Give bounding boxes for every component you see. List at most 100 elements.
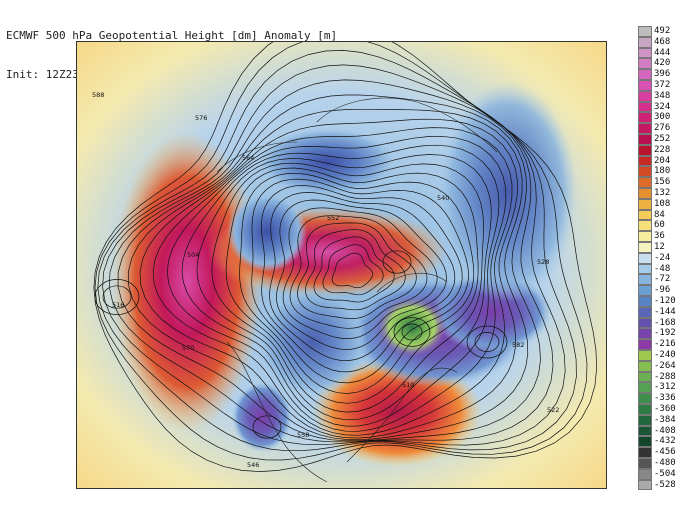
colorbar-label: -528 <box>654 479 676 490</box>
colorbar-swatch <box>638 296 652 307</box>
closed-contour <box>466 325 508 359</box>
colorbar-swatch <box>638 339 652 350</box>
contour-label: 546 <box>247 461 259 469</box>
colorbar-swatch <box>638 404 652 415</box>
colorbar-label: 420 <box>654 58 671 69</box>
colorbar-swatch <box>638 317 652 329</box>
height-contour <box>297 222 417 319</box>
contour-label: 510 <box>402 381 414 389</box>
colorbar-swatch <box>638 112 652 124</box>
contour-label: 528 <box>537 258 549 266</box>
contour-label: 552 <box>327 214 339 222</box>
colorbar-label: -336 <box>654 393 676 404</box>
geopotential-map: 5885765645525405285165705825585465345225… <box>76 41 607 489</box>
colorbar-swatch <box>638 263 652 275</box>
contour-label: 522 <box>547 406 559 414</box>
colorbar-swatch <box>638 414 652 426</box>
colorbar-label: 228 <box>654 144 671 155</box>
colorbar-label: 348 <box>654 90 671 101</box>
colorbar-swatch <box>638 123 652 134</box>
height-contour <box>166 135 507 432</box>
coastline-5 <box>376 272 448 293</box>
colorbar-label: -96 <box>654 285 671 296</box>
colorbar-swatch <box>638 58 652 70</box>
colorbar-label: 12 <box>654 242 665 252</box>
colorbar-swatch <box>638 328 652 340</box>
anomaly-field <box>112 82 577 467</box>
colorbar-label: -504 <box>654 468 676 479</box>
colorbar-label: 252 <box>654 134 671 144</box>
height-contour <box>305 229 406 311</box>
colorbar-label: 156 <box>654 177 671 188</box>
colorbar-label: 84 <box>654 209 665 220</box>
height-contour <box>261 185 463 373</box>
contour-label: 558 <box>297 431 309 439</box>
colorbar-label: -288 <box>654 371 676 382</box>
height-contour <box>102 64 566 446</box>
colorbar-swatch <box>638 252 652 264</box>
contour-label: 588 <box>92 91 104 99</box>
closed-contour <box>102 285 132 309</box>
negative-anomaly-1 <box>227 192 307 272</box>
height-contour <box>239 172 475 394</box>
coastline-4 <box>216 141 298 173</box>
colorbar-label: -168 <box>654 317 676 328</box>
colorbar-label: -408 <box>654 425 676 436</box>
colorbar-swatch <box>638 134 652 145</box>
colorbar-swatch <box>638 458 652 469</box>
colorbar-label: -48 <box>654 263 671 274</box>
height-contour <box>117 94 541 442</box>
negative-anomaly-center <box>257 287 367 397</box>
colorbar-swatch <box>638 242 652 253</box>
colorbar-label: -480 <box>654 458 676 468</box>
closed-contour <box>401 323 423 341</box>
contour-label: 564 <box>242 154 254 162</box>
height-contour <box>331 252 373 289</box>
height-contour <box>127 108 529 441</box>
colorbar-swatch <box>638 188 652 199</box>
closed-contour <box>94 279 140 315</box>
colorbar-label: -144 <box>654 306 676 317</box>
height-contour <box>93 42 598 472</box>
colorbar-label: -120 <box>654 296 676 306</box>
colorbar-label: -264 <box>654 360 676 371</box>
colorbar-swatch <box>638 306 652 318</box>
colorbar-label: 204 <box>654 155 671 166</box>
contour-label: 576 <box>195 114 207 122</box>
colorbar-label: 180 <box>654 166 671 177</box>
coastlines <box>216 97 498 483</box>
colorbar-swatch <box>638 231 652 242</box>
colorbar-swatch <box>638 47 652 59</box>
colorbar-swatch <box>638 220 652 232</box>
contour-label: 570 <box>182 344 194 352</box>
closed-contour <box>393 317 431 347</box>
contour-label: 582 <box>512 341 524 349</box>
height-contour <box>196 154 492 421</box>
height-contour <box>269 192 456 361</box>
height-contour <box>322 244 384 296</box>
contour-label: 540 <box>437 194 449 202</box>
height-contour <box>152 127 513 436</box>
colorbar-swatch <box>638 425 652 437</box>
colorbar-label: -24 <box>654 252 671 263</box>
colorbar-label: 396 <box>654 69 671 80</box>
contour-label: 504 <box>187 251 199 259</box>
height-contour <box>181 144 500 427</box>
closed-contour <box>382 250 412 274</box>
colorbar-swatch <box>638 36 652 48</box>
height-contour <box>139 118 518 439</box>
colorbar-label: 276 <box>654 123 671 134</box>
colorbar-swatch <box>638 198 652 210</box>
height-contour <box>225 167 479 404</box>
colorbar-label: -432 <box>654 436 676 447</box>
coastline-1 <box>226 341 328 483</box>
colorbar-label: 132 <box>654 188 671 198</box>
colorbar-swatch <box>638 285 652 296</box>
colorbar-label: 324 <box>654 101 671 112</box>
colorbar-label: -216 <box>654 339 676 350</box>
negative-anomaly-east <box>437 82 577 302</box>
colorbar-swatch <box>638 144 652 156</box>
colorbar-label: 108 <box>654 198 671 209</box>
colorbar-swatch <box>638 479 652 491</box>
colorbar-label: -72 <box>654 274 671 285</box>
